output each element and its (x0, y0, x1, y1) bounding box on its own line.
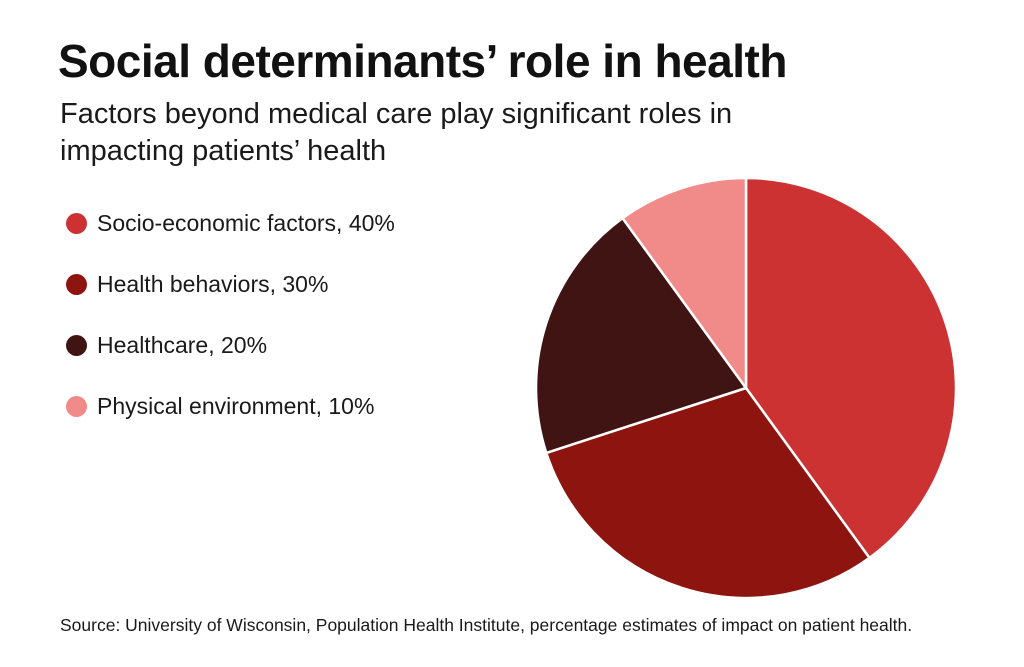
legend-label-socio-economic: Socio-economic factors, 40% (97, 209, 395, 236)
legend-item-socio-economic: Socio-economic factors, 40% (66, 204, 395, 242)
pie-chart (530, 172, 962, 604)
legend-swatch-socio-economic (66, 212, 87, 234)
legend-swatch-healthcare (66, 334, 87, 356)
pie-slice-healthcare (534, 216, 748, 455)
legend-label-physical-environment: Physical environment, 10% (97, 392, 375, 419)
legend-item-health-behaviors: Health behaviors, 30% (66, 265, 395, 303)
chart-subtitle: Factors beyond medical care play signifi… (60, 98, 733, 167)
legend: Socio-economic factors, 40% Health behav… (66, 204, 395, 448)
pie-slice-physical-environment (621, 176, 748, 390)
legend-swatch-health-behaviors (66, 273, 87, 295)
pie-chart-svg (534, 176, 958, 600)
legend-swatch-physical-environment (66, 395, 87, 417)
chart-title: Social determinants’ role in health (58, 35, 787, 87)
pie-slice-socio-economic (744, 176, 958, 560)
legend-label-healthcare: Healthcare, 20% (97, 331, 268, 358)
source-note: Source: University of Wisconsin, Populat… (60, 615, 913, 635)
pie-slice-health-behaviors (545, 386, 871, 600)
legend-item-physical-environment: Physical environment, 10% (66, 387, 395, 425)
legend-item-healthcare: Healthcare, 20% (66, 326, 395, 364)
legend-label-health-behaviors: Health behaviors, 30% (97, 270, 329, 297)
